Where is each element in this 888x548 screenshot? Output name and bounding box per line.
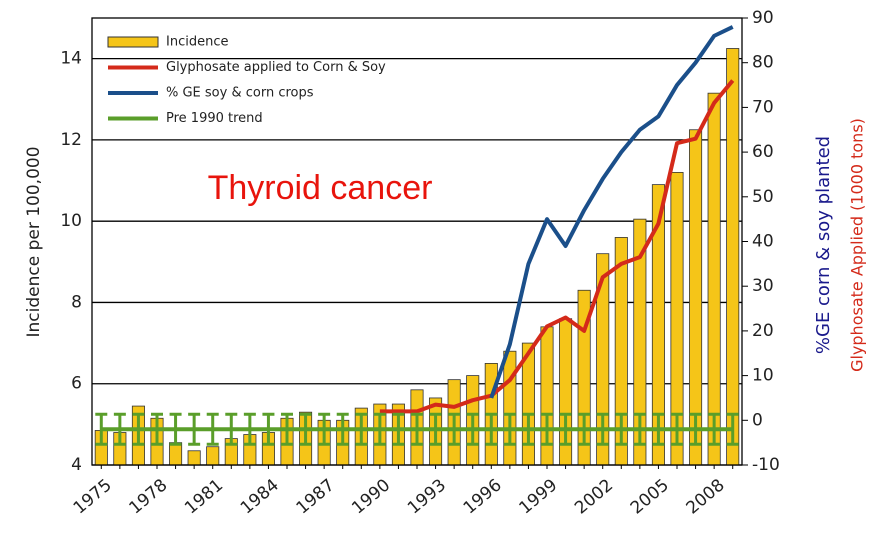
legend-swatch [107, 36, 159, 48]
error-bar [169, 412, 182, 446]
error-bar [448, 412, 461, 446]
error-bar [281, 412, 293, 446]
y-tick-label: 12 [60, 130, 82, 150]
y2-tick-label: 70 [752, 97, 774, 117]
error-bar [503, 412, 516, 446]
x-tick-label: 1978 [125, 475, 171, 518]
x-tick-label: 2008 [683, 475, 729, 518]
y2-tick-label: 10 [752, 366, 774, 386]
error-bar [411, 412, 423, 446]
legend-label: Glyphosate applied to Corn & Soy [166, 60, 386, 75]
error-bar [262, 412, 275, 446]
x-tick-label: 1990 [348, 475, 394, 518]
bar [503, 350, 517, 466]
x-tick-label: 2005 [627, 475, 673, 518]
y2-tick-label: 40 [752, 232, 774, 252]
error-bar [188, 412, 201, 446]
legend-label: Pre 1990 trend [166, 111, 263, 126]
y2-axis-label: Glyphosate Applied (1000 tons) [848, 118, 867, 372]
error-bar [243, 412, 256, 446]
y2-tick-label: 60 [752, 142, 774, 162]
bar [726, 48, 740, 466]
y2-axis-label: %GE corn & soy planted [813, 136, 834, 354]
error-bar [541, 412, 553, 446]
y2-tick-label: 20 [752, 321, 774, 341]
x-tick-label: 1984 [237, 475, 283, 518]
error-bar [671, 412, 683, 446]
legend-label: % GE soy & corn crops [166, 86, 314, 101]
error-bar [151, 412, 163, 446]
x-tick-label: 1993 [404, 475, 450, 518]
bar [206, 446, 220, 466]
y-axis-label: Incidence per 100,000 [24, 146, 44, 337]
error-bar [392, 412, 405, 446]
x-tick-label: 2002 [571, 475, 617, 518]
error-bar [466, 412, 479, 446]
error-bar [689, 412, 702, 446]
error-bar [206, 412, 219, 446]
line [489, 25, 734, 399]
error-bar [596, 412, 609, 446]
error-bar [559, 412, 572, 446]
legend-label: Incidence [166, 35, 228, 50]
y-tick-label: 4 [71, 455, 82, 475]
bar [707, 92, 721, 466]
error-bar [318, 412, 331, 446]
y2-tick-label: 0 [752, 410, 763, 430]
error-bar [485, 412, 498, 446]
line [379, 79, 735, 414]
error-bar [578, 412, 591, 446]
error-bar [429, 412, 442, 446]
x-tick-label: 1987 [293, 475, 339, 518]
error-bar [132, 412, 145, 446]
error-bar [299, 412, 312, 446]
error-bar [373, 412, 386, 446]
y2-tick-label: -10 [752, 455, 780, 475]
y-tick-label: 6 [71, 374, 82, 394]
x-tick-label: 1996 [460, 475, 506, 518]
x-tick-label: 1999 [515, 475, 561, 518]
annotation: Thyroid cancer [208, 169, 433, 207]
error-bar [113, 412, 126, 446]
error-bar [615, 412, 628, 446]
error-bar [633, 412, 646, 446]
error-bar [522, 412, 535, 446]
error-bar [355, 412, 368, 446]
y-tick-label: 10 [60, 211, 82, 231]
bar [169, 442, 183, 466]
y2-tick-label: 80 [752, 53, 774, 73]
y2-tick-label: 30 [752, 276, 774, 296]
x-tick-label: 1981 [181, 475, 227, 518]
error-bar [95, 412, 108, 446]
y-tick-label: 14 [60, 49, 82, 69]
bar [187, 450, 201, 466]
y2-tick-label: 50 [752, 187, 774, 207]
y-tick-label: 8 [71, 292, 82, 312]
error-bar [225, 412, 238, 446]
error-bar [708, 412, 721, 446]
error-bar [726, 412, 739, 446]
y2-tick-label: 90 [752, 8, 774, 28]
error-bar [336, 412, 349, 446]
x-tick-label: 1975 [70, 475, 116, 518]
error-bar [652, 412, 665, 446]
